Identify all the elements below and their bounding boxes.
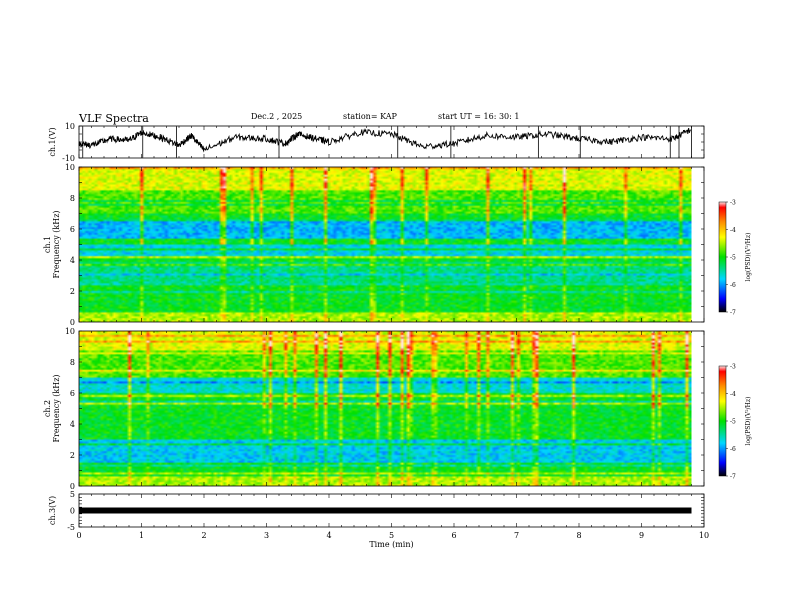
ch3-voltage-axis-label: ch.3(V) — [48, 496, 57, 525]
chart-date: Dec.2 , 2025 — [251, 112, 303, 121]
y-tick-label: 4 — [70, 256, 75, 265]
colorbar-tick-label: -6 — [730, 282, 736, 289]
colorbar-tick-label: -4 — [730, 391, 736, 398]
ch1-colorbar — [718, 201, 727, 313]
ch2-frequency-axis-label: ch.2 — [43, 400, 52, 417]
x-axis-label: Time (min) — [369, 540, 413, 549]
y-tick-label: 10 — [65, 163, 75, 172]
y-tick-label: 6 — [70, 389, 75, 398]
x-tick-label: 5 — [389, 531, 394, 540]
ch1-spectrogram-image — [79, 167, 692, 322]
y-tick-label: -5 — [67, 523, 75, 532]
colorbar-tick-label: -5 — [730, 419, 736, 426]
x-tick-label: 9 — [639, 531, 644, 540]
station-label: station= KAP — [343, 112, 397, 121]
y-tick-label: 8 — [70, 194, 75, 203]
y-tick-label: 2 — [70, 451, 75, 460]
chart-title: VLF Spectra — [79, 112, 149, 125]
x-tick-label: 10 — [699, 531, 709, 540]
y-tick-label: 6 — [70, 225, 75, 234]
x-tick-label: 1 — [139, 531, 144, 540]
y-tick-label: -10 — [62, 154, 75, 163]
y-tick-label: 5 — [70, 490, 75, 499]
ch2-colorbar — [718, 365, 727, 477]
x-tick-label: 8 — [576, 531, 581, 540]
y-tick-label: 10 — [65, 327, 75, 336]
y-tick-label: 4 — [70, 420, 75, 429]
start-time-label: start UT = 16: 30: 1 — [438, 112, 520, 121]
y-tick-label: 0 — [70, 507, 75, 516]
colorbar-tick-label: -7 — [730, 474, 736, 481]
ch3-waveform-line — [79, 507, 692, 514]
colorbar-label: log(PSD)(V²/Hz) — [745, 397, 752, 446]
x-tick-label: 6 — [451, 531, 456, 540]
ch2-frequency-axis-label: Frequency (kHz) — [52, 374, 61, 442]
colorbar-label: log(PSD)(V²/Hz) — [745, 233, 752, 282]
x-tick-label: 0 — [76, 531, 81, 540]
ch1-frequency-axis-label: ch.1 — [43, 236, 52, 253]
colorbar-tick-label: -6 — [730, 446, 736, 453]
colorbar-tick-label: -5 — [730, 255, 736, 262]
y-tick-label: 0 — [70, 318, 75, 327]
colorbar-tick-label: -4 — [730, 227, 736, 234]
ch2-spectrogram-image — [79, 331, 692, 486]
x-tick-label: 4 — [326, 531, 331, 540]
y-tick-label: 2 — [70, 287, 75, 296]
x-tick-label: 2 — [201, 531, 206, 540]
colorbar-tick-label: -3 — [730, 364, 736, 371]
colorbar-tick-label: -3 — [730, 200, 736, 207]
ch1-frequency-axis-label: Frequency (kHz) — [52, 210, 61, 278]
y-tick-label: 10 — [65, 122, 75, 131]
colorbar-tick-label: -7 — [730, 310, 736, 317]
y-tick-label: 0 — [70, 482, 75, 491]
y-tick-label: 8 — [70, 358, 75, 367]
ch1-waveform-line — [78, 127, 691, 153]
x-tick-label: 7 — [514, 531, 519, 540]
x-tick-label: 3 — [264, 531, 269, 540]
ch1-voltage-axis-label: ch.1(V) — [48, 127, 57, 156]
